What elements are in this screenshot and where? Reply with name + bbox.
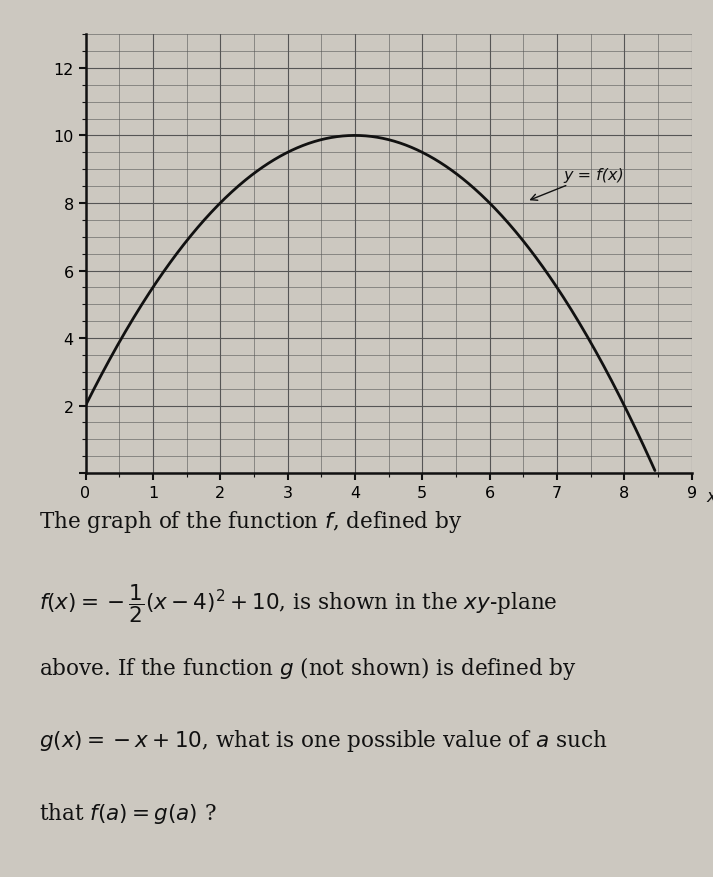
Text: x: x [707,487,713,505]
Text: that $f(a) = g(a)$ ?: that $f(a) = g(a)$ ? [39,800,217,824]
Text: The graph of the function $f$, defined by: The graph of the function $f$, defined b… [39,509,463,535]
Text: y = f(x): y = f(x) [530,168,625,201]
Text: $g(x) = -x + 10$, what is one possible value of $a$ such: $g(x) = -x + 10$, what is one possible v… [39,727,608,753]
Text: above. If the function $g$ (not shown) is defined by: above. If the function $g$ (not shown) i… [39,654,577,681]
Text: $f(x) = -\dfrac{1}{2}(x-4)^2 + 10$, is shown in the $xy$-plane: $f(x) = -\dfrac{1}{2}(x-4)^2 + 10$, is s… [39,581,558,624]
